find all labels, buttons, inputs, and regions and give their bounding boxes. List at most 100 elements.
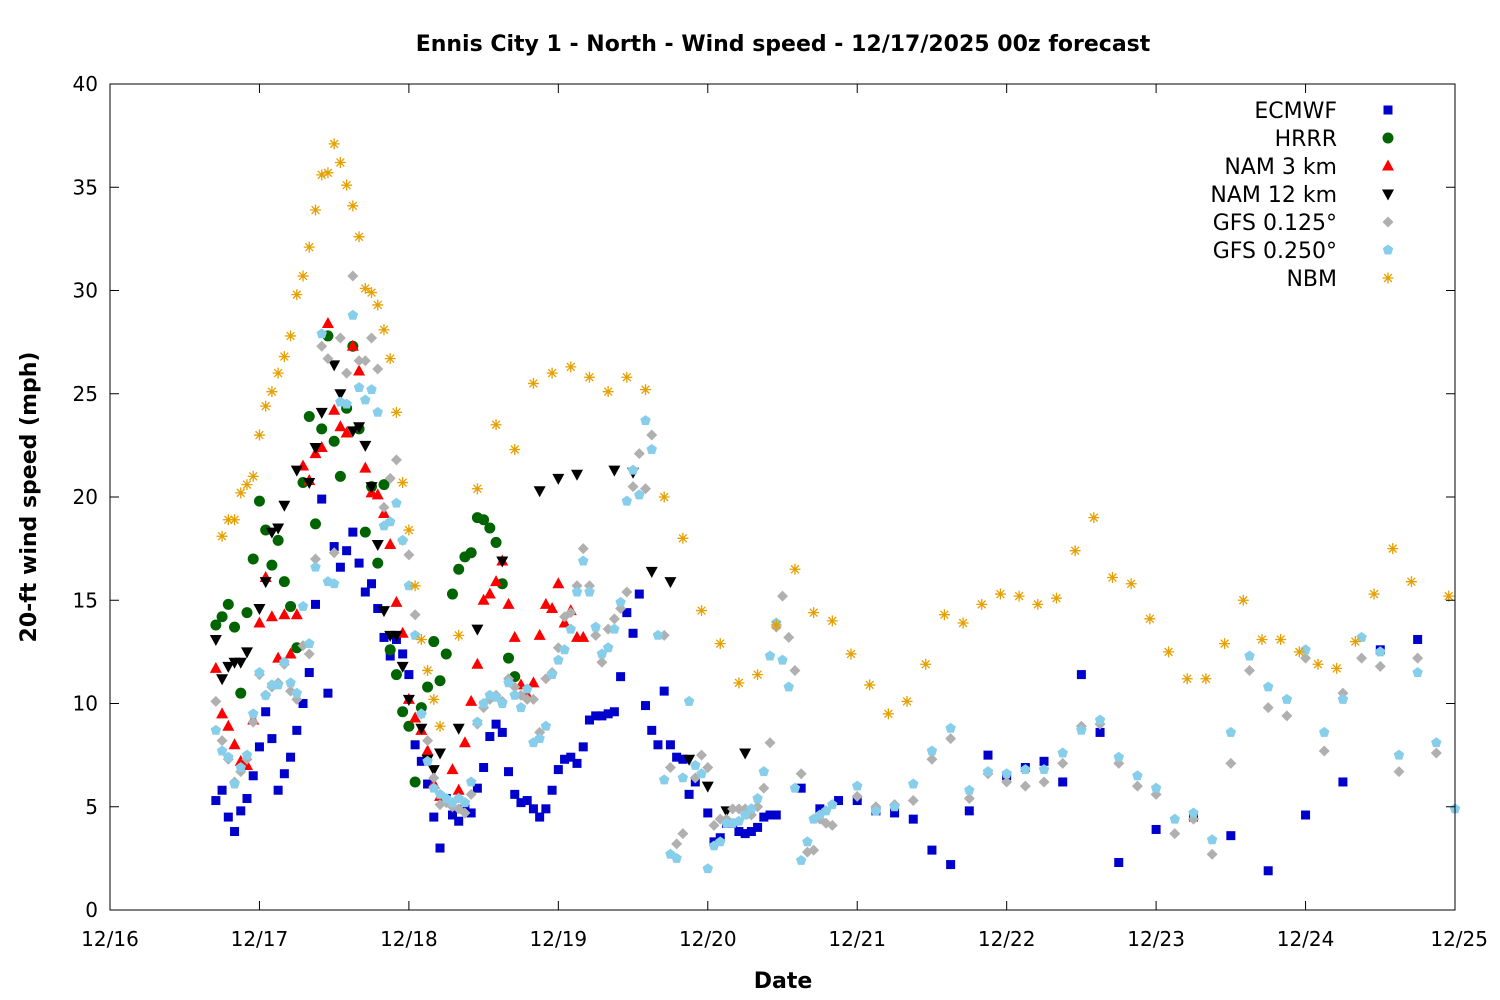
- data-point: [616, 672, 626, 682]
- data-point: [359, 282, 371, 294]
- data-point: [771, 810, 781, 820]
- data-point: [546, 602, 559, 614]
- data-point: [640, 384, 652, 396]
- data-point: [827, 799, 838, 810]
- data-point: [242, 793, 252, 803]
- data-point: [764, 650, 776, 661]
- y-tick-label: 5: [85, 795, 98, 819]
- data-point: [328, 578, 340, 589]
- data-point: [690, 759, 701, 770]
- data-point: [423, 779, 433, 789]
- data-point: [541, 804, 551, 814]
- data-point: [278, 500, 291, 512]
- data-point: [297, 600, 309, 611]
- data-point: [882, 708, 894, 720]
- data-point: [983, 750, 993, 760]
- data-point: [808, 844, 820, 856]
- data-point: [627, 481, 639, 493]
- data-point: [278, 576, 290, 588]
- data-point: [384, 537, 397, 549]
- data-point: [696, 768, 707, 779]
- data-point: [645, 566, 658, 578]
- data-point: [478, 698, 489, 708]
- legend-marker: [1382, 216, 1394, 228]
- legend-marker: [1382, 244, 1394, 255]
- data-point: [497, 727, 507, 737]
- data-point: [265, 527, 278, 539]
- data-point: [253, 495, 265, 507]
- legend-marker: [1382, 272, 1394, 284]
- data-point: [964, 806, 974, 816]
- legend-label: NAM 12 km: [1210, 183, 1337, 208]
- y-tick-label: 35: [73, 175, 98, 199]
- data-point: [273, 785, 283, 795]
- data-point: [216, 707, 229, 719]
- data-point: [278, 351, 290, 363]
- data-point: [1013, 590, 1025, 602]
- data-point: [522, 796, 532, 806]
- data-point: [253, 429, 265, 441]
- data-point: [323, 688, 333, 698]
- legend-item: ECMWF: [1254, 99, 1393, 124]
- data-point: [428, 772, 440, 784]
- data-point: [286, 752, 296, 762]
- data-point: [727, 803, 739, 815]
- data-point: [390, 669, 402, 681]
- data-point: [396, 661, 409, 673]
- data-point: [1206, 834, 1218, 845]
- data-point: [371, 488, 384, 500]
- data-point: [540, 720, 552, 731]
- data-point: [210, 724, 222, 735]
- data-point: [421, 744, 434, 756]
- data-point: [1181, 673, 1193, 685]
- data-point: [622, 608, 632, 618]
- data-point: [378, 479, 390, 491]
- data-point: [316, 340, 328, 352]
- data-point: [334, 470, 346, 482]
- data-point: [677, 532, 689, 544]
- data-point: [247, 553, 259, 565]
- y-tick-label: 20: [73, 485, 98, 509]
- data-point: [1019, 780, 1031, 792]
- data-point: [304, 668, 314, 678]
- data-point: [890, 808, 900, 818]
- data-point: [223, 751, 234, 762]
- data-point: [409, 629, 421, 640]
- data-point: [628, 628, 638, 638]
- data-point: [870, 805, 882, 816]
- series-3: [209, 360, 752, 818]
- data-point: [658, 774, 670, 785]
- data-point: [303, 648, 315, 660]
- data-point: [435, 843, 445, 853]
- data-point: [777, 654, 788, 665]
- data-point: [285, 600, 297, 612]
- data-point: [403, 549, 415, 561]
- data-point: [1387, 543, 1399, 555]
- data-point: [1150, 782, 1162, 793]
- data-point: [753, 822, 763, 832]
- data-point: [603, 709, 613, 719]
- data-point: [265, 610, 278, 622]
- data-point: [366, 332, 378, 344]
- data-point: [572, 758, 582, 768]
- data-point: [714, 638, 726, 650]
- data-point: [266, 559, 278, 571]
- data-point: [1374, 660, 1386, 672]
- data-point: [385, 651, 395, 661]
- data-point: [684, 789, 694, 799]
- data-point: [533, 628, 546, 640]
- data-point: [621, 371, 633, 383]
- data-point: [502, 597, 515, 609]
- data-point: [964, 784, 975, 795]
- data-point: [272, 534, 284, 546]
- data-point: [415, 633, 427, 645]
- data-point: [390, 630, 403, 642]
- data-point: [216, 745, 228, 756]
- data-point: [353, 364, 366, 376]
- data-point: [491, 719, 501, 729]
- data-point: [647, 725, 657, 735]
- data-point: [496, 578, 508, 590]
- data-point: [851, 780, 863, 791]
- data-point: [410, 740, 420, 750]
- data-point: [795, 854, 807, 865]
